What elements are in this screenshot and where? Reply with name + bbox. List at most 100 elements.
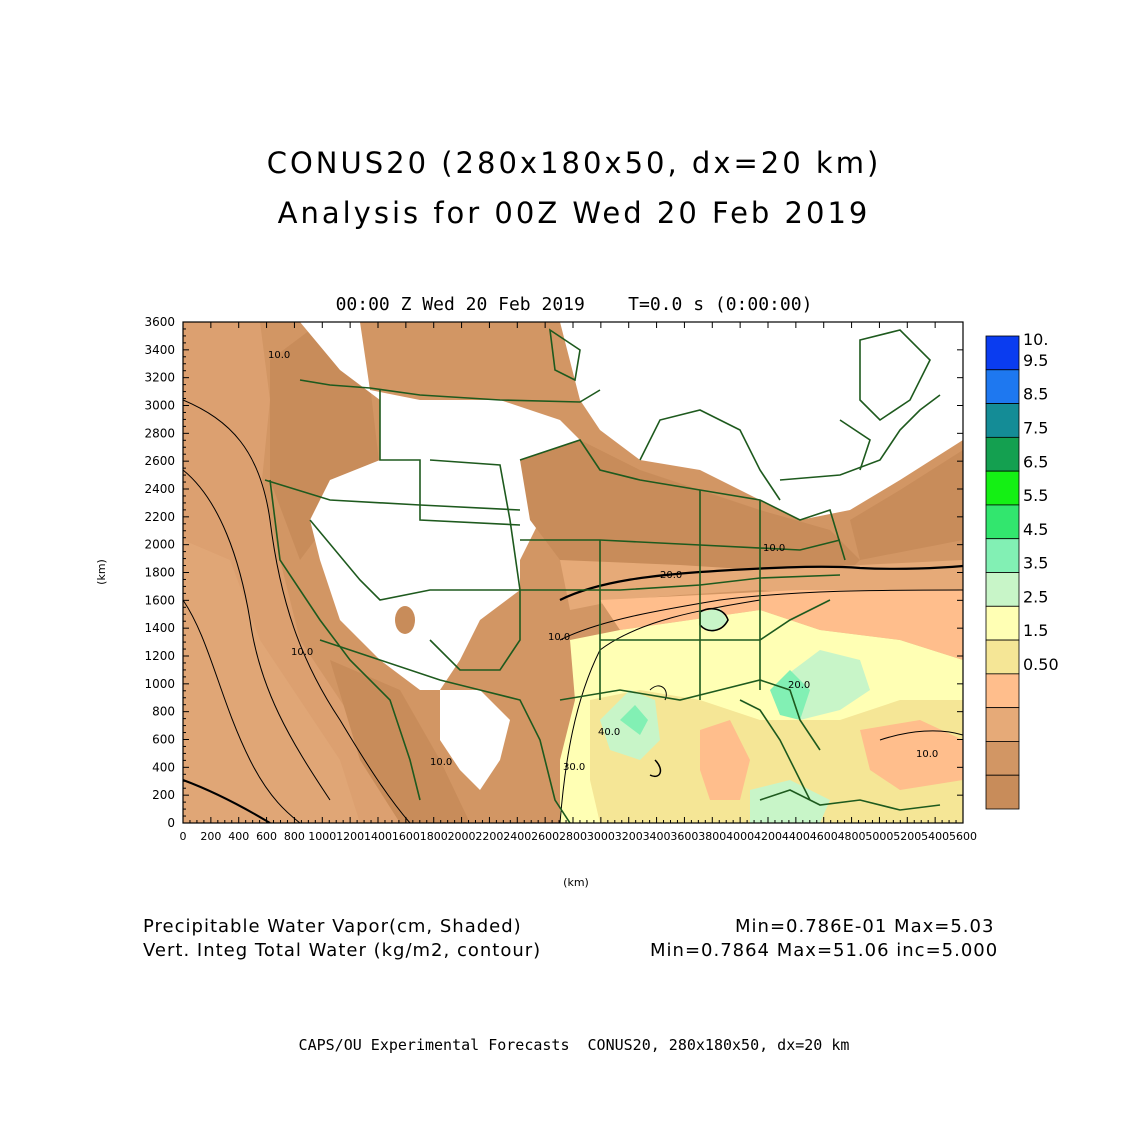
shaded-field <box>183 322 963 823</box>
colorbar-label: 0.50 <box>1023 655 1059 674</box>
x-tick-label: 5600 <box>949 830 977 843</box>
colorbar-label: 4.5 <box>1023 520 1048 539</box>
colorbar-swatch <box>985 335 1020 371</box>
field1-stats: Min=0.786E-01 Max=5.03 <box>735 916 995 937</box>
y-tick-label: 1200 <box>144 649 175 663</box>
y-tick-label: 3000 <box>144 399 175 413</box>
x-tick-label: 4600 <box>810 830 838 843</box>
contour-label: 10.0 <box>763 543 785 554</box>
x-tick-label: 2400 <box>503 830 531 843</box>
colorbar-labels: 10. 9.5 8.5 7.5 6.5 5.5 4.5 3.5 2.5 1.5 0.50 <box>1023 330 1059 674</box>
x-tick-label: 600 <box>256 830 277 843</box>
contour-label: 20.0 <box>660 570 682 581</box>
x-tick-label: 0 <box>180 830 187 843</box>
colorbar-swatch <box>985 538 1020 573</box>
y-tick-label: 1600 <box>144 593 175 607</box>
x-tick-label: 2200 <box>475 830 503 843</box>
colorbar-swatch <box>985 605 1020 641</box>
x-tick-label: 4800 <box>838 830 866 843</box>
x-tick-label: 1800 <box>420 830 448 843</box>
x-tick-label: 200 <box>200 830 221 843</box>
x-tick-label: 3200 <box>615 830 643 843</box>
axis-ticks <box>182 321 964 824</box>
x-tick-labels: 0 200 400 600 800 1000 1200 1400 1600 1800 2000 220… <box>180 830 978 843</box>
colorbar-swatch <box>985 504 1020 540</box>
contour-lines <box>183 399 963 823</box>
y-tick-label: 1800 <box>144 566 175 580</box>
contour-label: 10.0 <box>548 632 570 643</box>
colorbar-swatch <box>985 673 1020 709</box>
field1-name: Precipitable Water Vapor(cm, Shaded) <box>143 916 522 937</box>
colorbar-swatch <box>985 774 1020 810</box>
colorbar-label: 6.5 <box>1023 452 1048 471</box>
field2-name: Vert. Integ Total Water (kg/m2, contour) <box>143 940 542 961</box>
x-tick-label: 1400 <box>364 830 392 843</box>
y-tick-label: 2400 <box>144 482 175 496</box>
x-tick-label: 4000 <box>726 830 754 843</box>
colorbar-swatch <box>985 403 1020 438</box>
y-axis-label: (km) <box>95 559 108 585</box>
colorbar-label: 2.5 <box>1023 587 1048 606</box>
y-tick-label: 2800 <box>144 426 175 440</box>
y-tick-labels: 0 200 400 600 800 1000 1200 1400 1600 1800 2000 220… <box>144 315 175 830</box>
contour-label: 10.0 <box>430 757 452 768</box>
contour-label: 20.0 <box>788 680 810 691</box>
x-tick-label: 3000 <box>587 830 615 843</box>
x-tick-label: 4400 <box>782 830 810 843</box>
colorbar-swatch <box>985 741 1020 776</box>
y-tick-label: 2000 <box>144 538 175 552</box>
colorbar-swatch <box>985 436 1020 472</box>
x-tick-label: 3800 <box>698 830 726 843</box>
x-tick-label: 1600 <box>392 830 420 843</box>
colorbar-label: 3.5 <box>1023 554 1048 573</box>
y-tick-label: 3200 <box>144 371 175 385</box>
colorbar-label: 8.5 <box>1023 385 1048 404</box>
colorbar-label: 1.5 <box>1023 621 1048 640</box>
colorbar-swatch <box>985 639 1020 675</box>
field2-stats: Min=0.7864 Max=51.06 inc=5.000 <box>650 940 999 961</box>
colorbar-swatch <box>985 707 1020 742</box>
colorbar-swatch <box>985 369 1020 404</box>
y-tick-label: 600 <box>152 733 175 747</box>
x-tick-label: 5200 <box>893 830 921 843</box>
contour-label: 40.0 <box>598 727 620 738</box>
x-tick-label: 400 <box>228 830 249 843</box>
state-boundaries <box>264 328 941 823</box>
valid-time-label: 00:00 Z Wed 20 Feb 2019 T=0.0 s (0:00:00… <box>335 294 813 315</box>
y-tick-label: 3600 <box>144 315 175 329</box>
contour-value-labels: 10.0 10.0 10.0 10.0 10.0 20.0 40.0 30.0 … <box>268 350 938 773</box>
x-tick-label: 3600 <box>670 830 698 843</box>
y-tick-label: 2200 <box>144 510 175 524</box>
contour-label: 10.0 <box>291 647 313 658</box>
y-tick-label: 1000 <box>144 677 175 691</box>
x-tick-label: 800 <box>284 830 305 843</box>
colorbar-label: 10. <box>1023 330 1048 349</box>
contour-label: 30.0 <box>563 762 585 773</box>
colorbar-swatch <box>985 572 1020 607</box>
contour-label: 10.0 <box>268 350 290 361</box>
y-tick-label: 0 <box>167 816 175 830</box>
colorbar <box>985 335 1020 810</box>
y-tick-label: 1400 <box>144 621 175 635</box>
y-tick-label: 2600 <box>144 454 175 468</box>
y-tick-label: 400 <box>152 760 175 774</box>
x-tick-label: 2800 <box>559 830 587 843</box>
colorbar-label: 7.5 <box>1023 418 1048 437</box>
colorbar-label: 9.5 <box>1023 351 1048 370</box>
x-tick-label: 4200 <box>754 830 782 843</box>
y-tick-label: 3400 <box>144 343 175 357</box>
colorbar-swatch <box>985 470 1020 506</box>
x-axis-label: (km) <box>563 876 589 889</box>
contour-label: 10.0 <box>916 749 938 760</box>
x-tick-label: 3400 <box>643 830 671 843</box>
x-tick-label: 5000 <box>865 830 893 843</box>
x-tick-label: 1200 <box>336 830 364 843</box>
plot-title: CONUS20 (280x180x50, dx=20 km) <box>266 146 882 180</box>
y-tick-label: 800 <box>152 705 175 719</box>
x-tick-label: 2600 <box>531 830 559 843</box>
x-tick-label: 2000 <box>448 830 476 843</box>
colorbar-label: 5.5 <box>1023 486 1048 505</box>
plot-subtitle: Analysis for 00Z Wed 20 Feb 2019 <box>277 196 871 230</box>
x-tick-label: 1000 <box>308 830 336 843</box>
